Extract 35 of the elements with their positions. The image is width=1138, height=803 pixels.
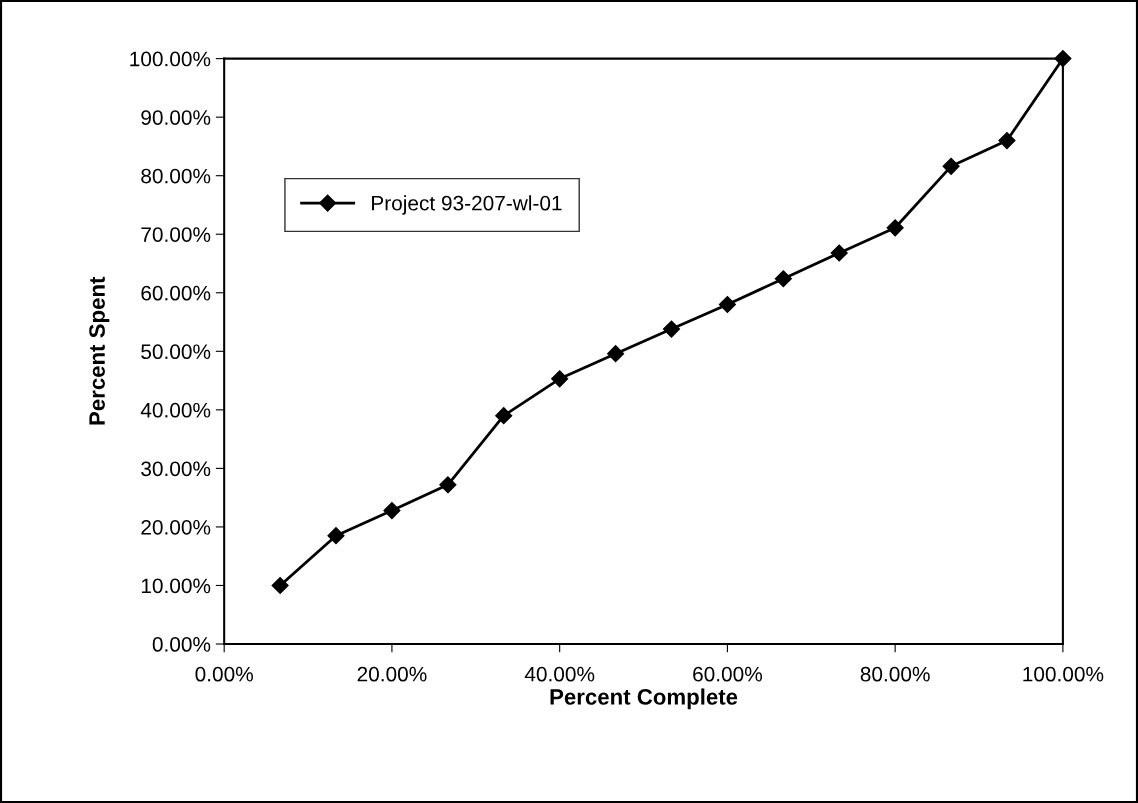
y-tick-label: 40.00% <box>140 402 211 418</box>
point <box>718 295 736 314</box>
point <box>886 219 904 237</box>
y-tick-label: 50.00% <box>141 344 211 360</box>
y-tick-label: 60.00% <box>141 285 211 301</box>
point <box>998 132 1016 150</box>
x-tick-label: 80.00% <box>860 666 930 682</box>
point <box>942 157 960 175</box>
x-tick-label: 0.00% <box>195 666 253 682</box>
point <box>383 501 401 520</box>
point <box>439 476 457 494</box>
legend-label: Project 93-207-wl-01 <box>372 195 562 215</box>
x-tick-label: 40.00% <box>524 666 595 682</box>
point <box>1054 50 1072 68</box>
y-tick-label: 100.00% <box>130 51 211 67</box>
y-tick-label: 20.00% <box>141 519 211 535</box>
x-tick-label: 20.00% <box>357 666 427 682</box>
x-axis-title: Percent Complete <box>550 688 738 710</box>
y-axis-title: Percent Spent <box>89 276 110 425</box>
y-tick-label: 90.00% <box>141 110 211 125</box>
y-tick-label: 70.00% <box>141 227 211 242</box>
point <box>607 345 625 363</box>
y-tick-label: 0.00% <box>152 637 211 652</box>
y-tick-label: 10.00% <box>141 578 211 594</box>
x-tick-label: 100.00% <box>1023 666 1104 682</box>
point <box>271 576 289 595</box>
x-tick-label: 60.00% <box>693 666 762 682</box>
point <box>662 320 681 338</box>
point <box>495 407 513 425</box>
y-tick-label: 30.00% <box>141 461 211 477</box>
point <box>327 527 345 545</box>
y-tick-label: 80.00% <box>141 168 211 184</box>
point <box>551 370 569 388</box>
point <box>830 244 848 262</box>
point <box>774 270 792 288</box>
